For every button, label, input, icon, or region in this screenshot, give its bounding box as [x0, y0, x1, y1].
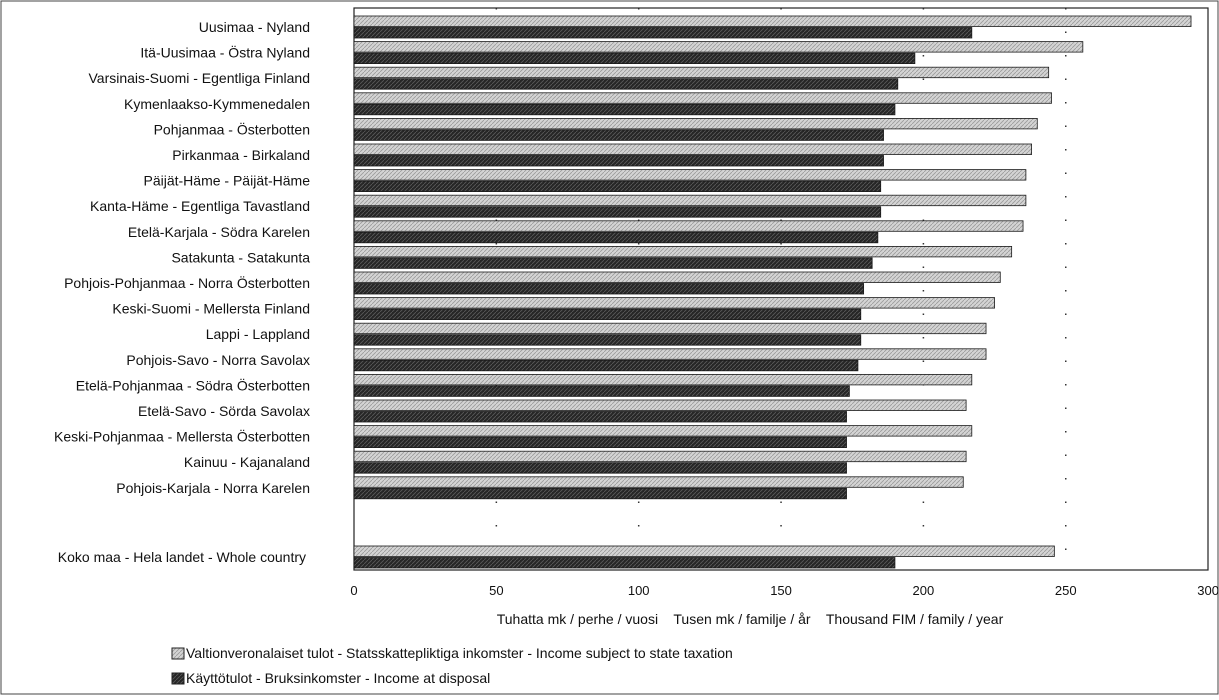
- category-label-8: Etelä-Karjala - Södra Karelen: [128, 224, 310, 240]
- category-label-9: Satakunta - Satakunta: [171, 249, 310, 265]
- x-tick-label-250: 250: [1055, 583, 1077, 598]
- category-label-17: Kainuu - Kajanaland: [184, 454, 310, 470]
- category-label-7: Kanta-Häme - Egentliga Tavastland: [90, 198, 310, 214]
- category-label-6: Päijät-Häme - Päijät-Häme: [144, 173, 311, 189]
- category-label-5: Pirkanmaa - Birkaland: [172, 147, 310, 163]
- bar-taxable-5: [353, 143, 1032, 155]
- bar-disposal-6: [353, 180, 882, 193]
- legend-label-income-disposal: Käyttötulot - Bruksinkomster - Income at…: [186, 670, 490, 686]
- bar-taxable-19: [353, 545, 1055, 557]
- bar-taxable-7: [353, 194, 1027, 207]
- legend: Valtionveronalaiset tulot - Statsskattep…: [171, 645, 733, 686]
- x-tick-label-150: 150: [770, 583, 792, 598]
- category-label-13: Pohjois-Savo - Norra Savolax: [126, 352, 310, 368]
- bar-taxable-13: [353, 348, 987, 360]
- bar-disposal-2: [353, 78, 899, 90]
- bar-taxable-4: [353, 118, 1038, 130]
- bar-taxable-1: [353, 41, 1084, 53]
- bar-taxable-10: [353, 271, 1001, 283]
- legend-swatch-income-disposal: [171, 672, 185, 685]
- bar-disposal-3: [353, 103, 896, 116]
- bar-disposal-11: [353, 308, 862, 321]
- bar-taxable-6: [353, 169, 1027, 181]
- category-label-12: Lappi - Lappland: [206, 326, 310, 342]
- bar-disposal-9: [353, 257, 873, 269]
- bar-disposal-8: [353, 231, 879, 244]
- bar-taxable-14: [353, 373, 973, 386]
- bar-taxable-16: [353, 425, 973, 437]
- x-tick-label-300: 300: [1197, 583, 1219, 598]
- bar-disposal-16: [353, 436, 847, 449]
- category-label-14: Etelä-Pohjanmaa - Södra Österbotten: [76, 376, 310, 393]
- legend-swatch-income-taxable: [171, 647, 185, 660]
- category-label-19: Koko maa - Hela landet - Whole country: [58, 549, 306, 565]
- bar-disposal-12: [353, 334, 862, 346]
- bar-disposal-7: [353, 206, 882, 218]
- bar-taxable-0: [353, 15, 1192, 27]
- category-label-11: Keski-Suomi - Mellersta Finland: [112, 301, 310, 317]
- bar-taxable-15: [353, 399, 967, 411]
- bar-disposal-19: [353, 557, 896, 569]
- bar-disposal-10: [353, 283, 865, 295]
- x-tick-label-0: 0: [350, 583, 357, 598]
- bar-disposal-5: [353, 155, 884, 167]
- x-tick-label-100: 100: [628, 583, 650, 598]
- bar-disposal-13: [353, 359, 859, 372]
- bar-taxable-9: [353, 245, 1013, 258]
- category-label-16: Keski-Pohjanmaa - Mellersta Österbotten: [54, 428, 310, 445]
- bar-taxable-2: [353, 66, 1050, 79]
- bar-disposal-4: [353, 129, 884, 141]
- category-label-10: Pohjois-Pohjanmaa - Norra Österbotten: [64, 274, 310, 291]
- bar-disposal-1: [353, 52, 916, 64]
- category-label-4: Pohjanmaa - Österbotten: [154, 120, 310, 137]
- bar-disposal-14: [353, 385, 850, 397]
- x-tick-label-200: 200: [913, 583, 935, 598]
- category-label-15: Etelä-Savo - Sörda Savolax: [138, 403, 310, 419]
- bar-taxable-18: [353, 476, 964, 488]
- bar-disposal-15: [353, 411, 847, 423]
- bar-disposal-17: [353, 462, 847, 474]
- bar-taxable-8: [353, 220, 1024, 232]
- x-axis-title: Tuhatta mk / perhe / vuosi Tusen mk / fa…: [497, 611, 1004, 627]
- category-label-2: Varsinais-Suomi - Egentliga Finland: [88, 70, 310, 86]
- category-label-18: Pohjois-Karjala - Norra Karelen: [116, 480, 310, 496]
- legend-label-income-taxable: Valtionveronalaiset tulot - Statsskattep…: [186, 645, 733, 661]
- category-label-0: Uusimaa - Nyland: [199, 19, 310, 35]
- bar-disposal-0: [353, 27, 973, 39]
- bar-taxable-12: [353, 322, 987, 335]
- x-tick-label-50: 50: [489, 583, 503, 598]
- bar-taxable-3: [353, 92, 1052, 104]
- category-label-1: Itä-Uusimaa - Östra Nyland: [140, 44, 310, 61]
- bar-taxable-11: [353, 297, 995, 309]
- category-label-3: Kymenlaakso-Kymmenedalen: [124, 96, 310, 112]
- bar-disposal-18: [353, 487, 847, 500]
- bar-taxable-17: [353, 450, 967, 463]
